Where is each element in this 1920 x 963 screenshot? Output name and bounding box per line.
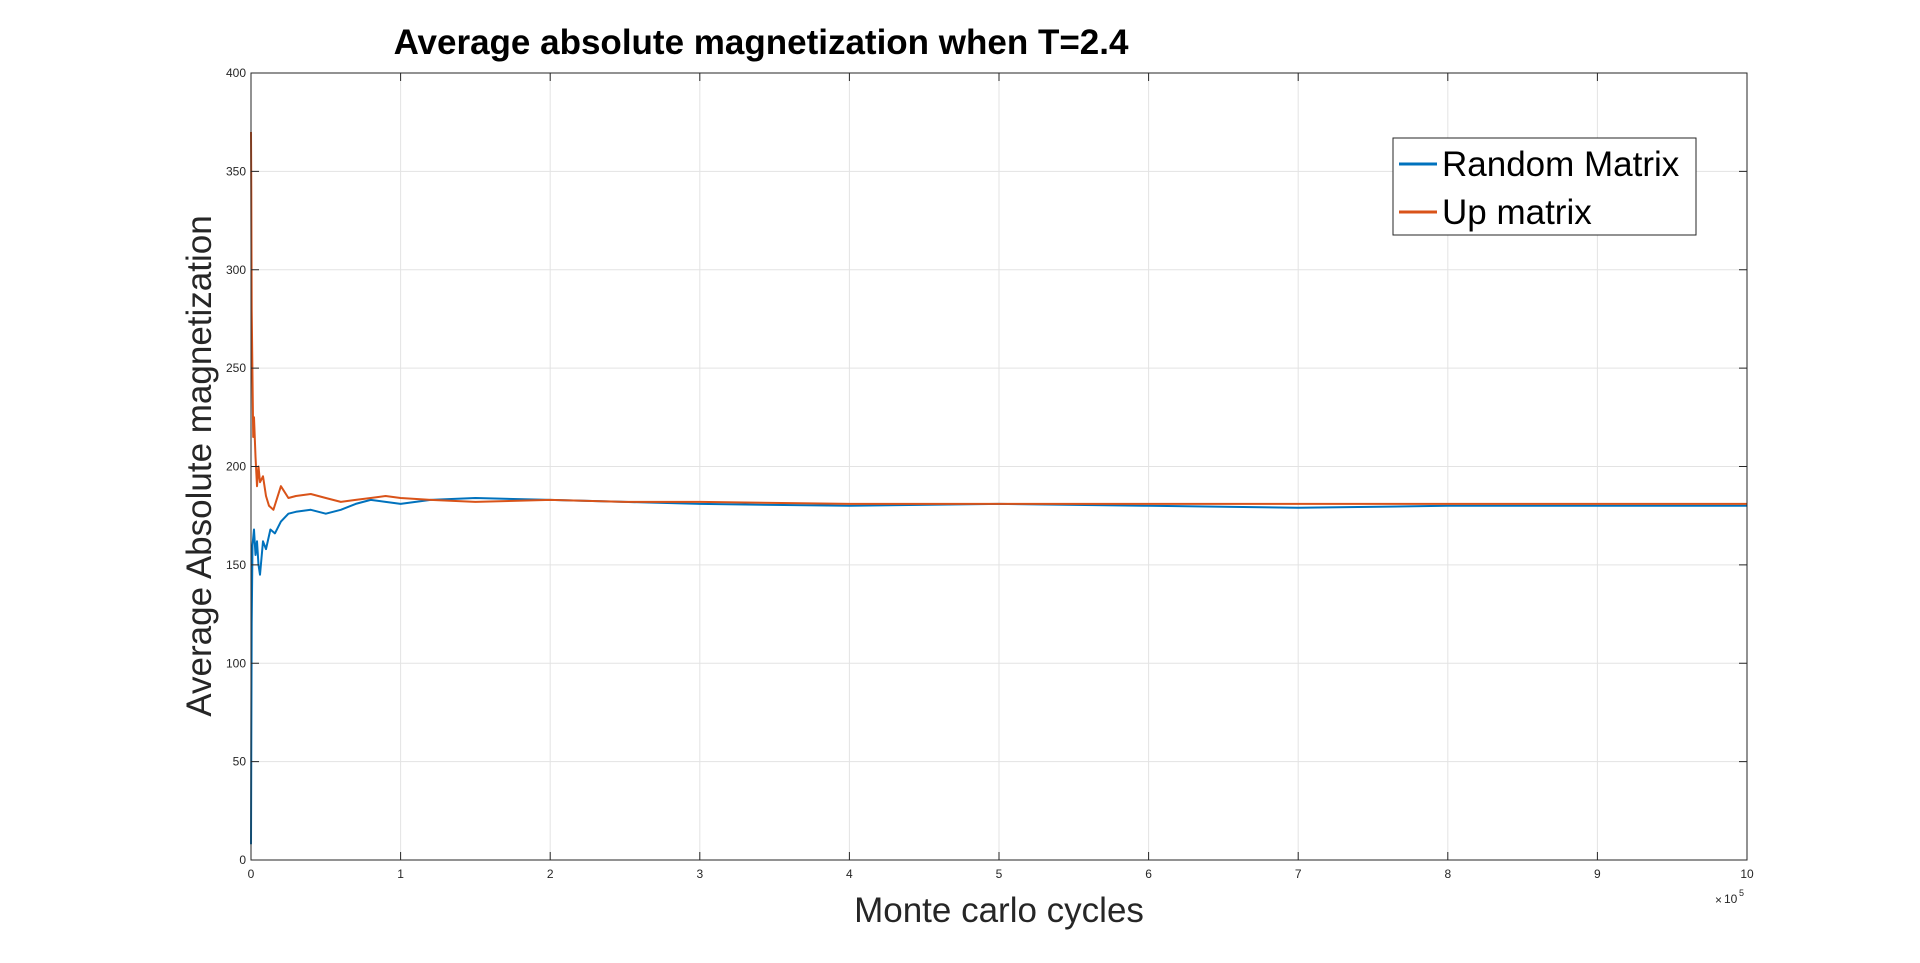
x-tick-label: 10 [1740, 867, 1754, 881]
x-exponent-base: 10 [1724, 892, 1738, 906]
x-exponent-power: 5 [1739, 888, 1744, 898]
y-tick-label: 50 [233, 755, 247, 769]
x-axis-label: Monte carlo cycles [854, 891, 1144, 930]
x-tick-label: 4 [846, 867, 853, 881]
y-tick-label: 200 [226, 460, 246, 474]
x-tick-label: 1 [397, 867, 404, 881]
x-tick-label: 0 [248, 867, 255, 881]
y-tick-label: 0 [239, 853, 246, 867]
x-tick-label: 7 [1295, 867, 1302, 881]
y-tick-label: 250 [226, 361, 246, 375]
y-tick-label: 150 [226, 558, 246, 572]
series-line-1 [250, 131, 1747, 511]
chart-title: Average absolute magnetization when T=2.… [394, 23, 1129, 62]
x-tick-label: 5 [996, 867, 1003, 881]
legend-label-0: Random Matrix [1442, 145, 1680, 184]
legend-label-1: Up matrix [1442, 193, 1592, 232]
y-axis-label: Average Absolute magnetization [180, 215, 219, 716]
x-tick-label: 8 [1444, 867, 1451, 881]
y-tick-label: 300 [226, 263, 246, 277]
x-tick-label: 6 [1145, 867, 1152, 881]
y-tick-label: 100 [226, 656, 246, 670]
legend: Random Matrix Up matrix [1392, 137, 1697, 236]
x-tick-label: 2 [547, 867, 554, 881]
y-tick-label: 350 [226, 164, 246, 178]
series-lines [250, 131, 1747, 845]
x-tick-label: 3 [696, 867, 703, 881]
y-tick-label: 400 [226, 66, 246, 80]
x-tick-label: 9 [1594, 867, 1601, 881]
series-line-0 [250, 497, 1747, 845]
grid [251, 73, 1747, 860]
x-exponent: × 10 5 [1715, 888, 1744, 907]
legend-box [1392, 137, 1697, 236]
x-exponent-times: × [1715, 893, 1722, 907]
